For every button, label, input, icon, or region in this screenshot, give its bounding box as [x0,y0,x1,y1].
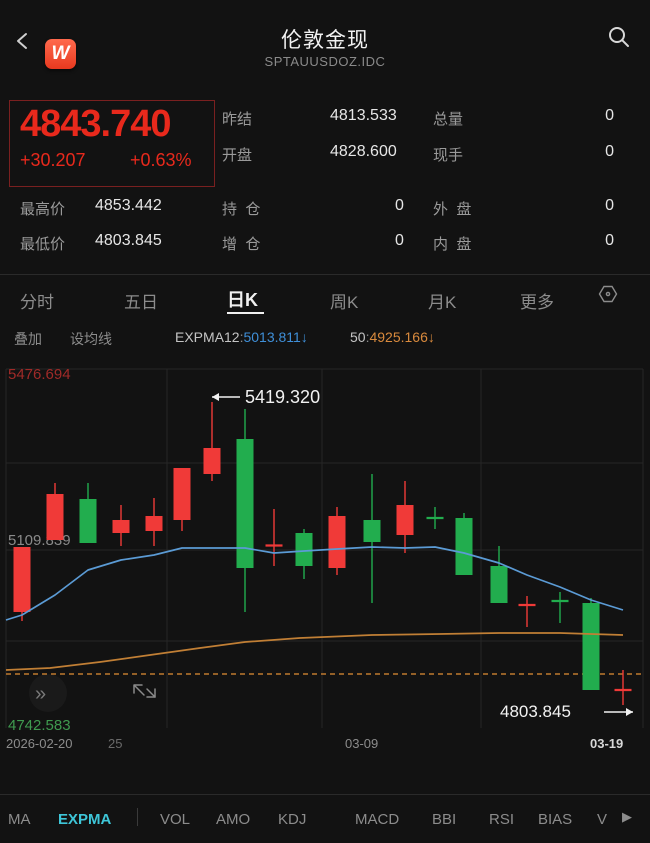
svg-text:4742.583: 4742.583 [8,717,71,734]
svg-text:»: » [35,683,46,705]
svg-text:4803.845: 4803.845 [500,702,571,721]
svg-text:5476.694: 5476.694 [8,366,71,383]
svg-text:5419.320: 5419.320 [245,387,320,407]
